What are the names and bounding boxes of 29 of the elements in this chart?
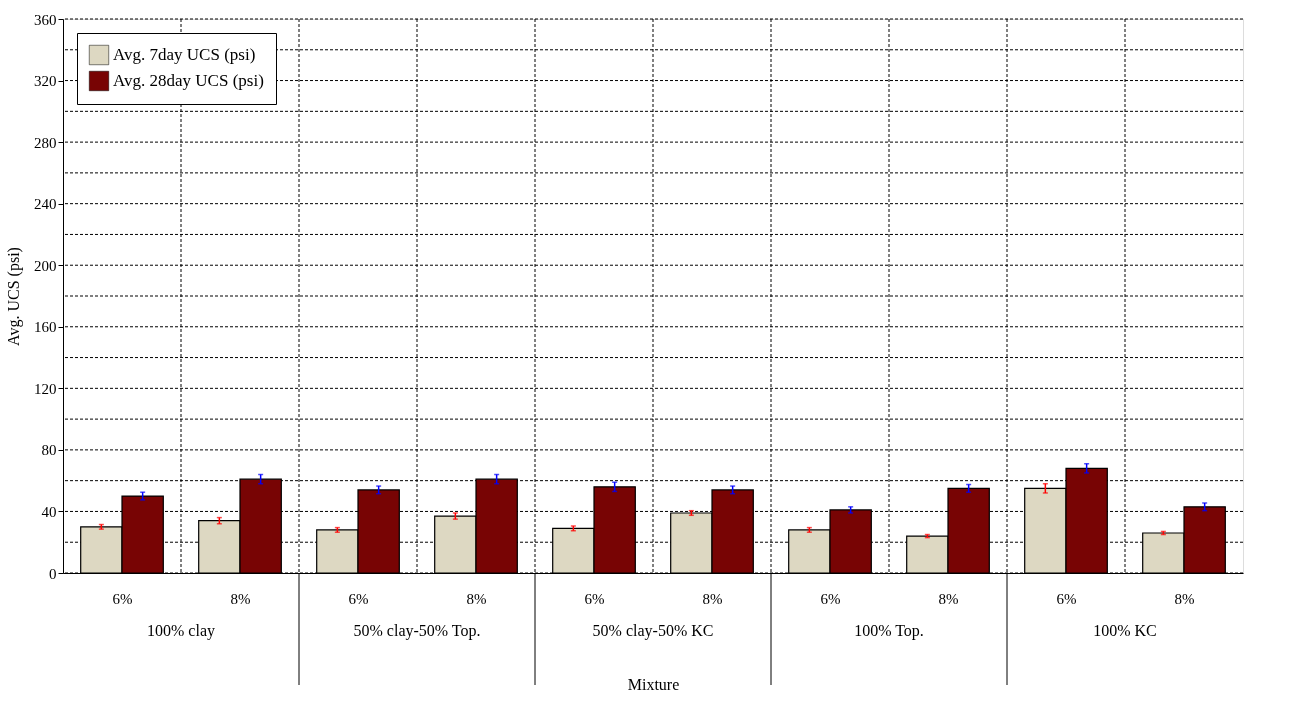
y-tick-label: 240 [34, 196, 57, 213]
legend-label: Avg. 28day UCS (psi) [113, 71, 264, 90]
x-tick-label: 6% [1056, 590, 1077, 607]
y-tick-label: 40 [41, 503, 57, 520]
y-tick-label: 0 [49, 565, 57, 582]
y-tick-label: 160 [34, 319, 57, 336]
text: 50% clay-50% KC [592, 622, 714, 640]
y-axis-title: Avg. UCS (psi) [5, 247, 23, 346]
x-axis-title: Mixture [627, 675, 680, 693]
y-tick-label: 120 [34, 380, 57, 397]
y-tick-label: 360 [34, 11, 57, 28]
x-tick-label: 8% [938, 590, 959, 607]
x-tick-label: 6% [820, 590, 841, 607]
x-tick-label: 6% [112, 590, 133, 607]
y-tick-label: 320 [34, 73, 57, 90]
text: 100% KC [1093, 622, 1157, 639]
text: 100% Top. [854, 622, 924, 640]
x-tick-label: 8% [1174, 590, 1195, 607]
x-tick-label: 8% [230, 590, 251, 607]
x-tick-label: 8% [702, 590, 723, 607]
y-tick-label: 200 [34, 257, 57, 274]
text: 100% clay [147, 622, 215, 640]
y-tick-label: 280 [34, 134, 57, 151]
x-tick-label: 8% [466, 590, 487, 607]
legend-label: Avg. 7day UCS (psi) [113, 45, 256, 64]
y-tick-label: 80 [41, 442, 57, 459]
text: 50% clay-50% Top. [353, 622, 481, 640]
x-tick-label: 6% [348, 590, 369, 607]
x-tick-label: 6% [584, 590, 605, 607]
